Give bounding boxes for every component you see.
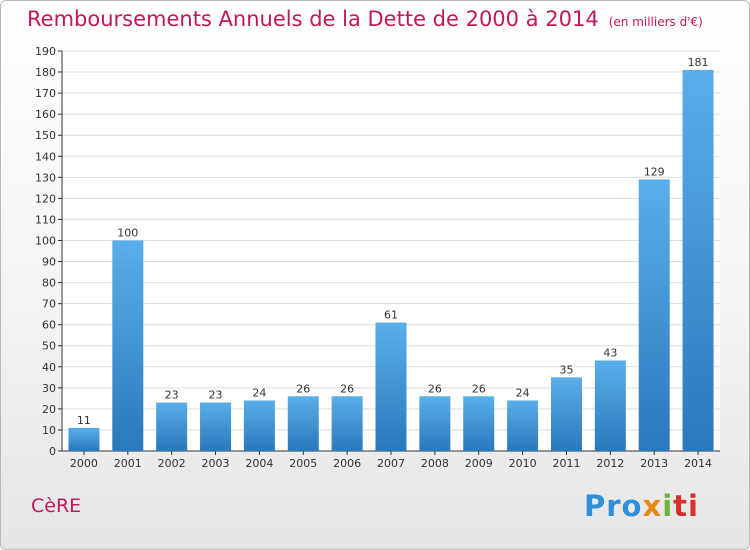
bar [331,396,363,451]
y-tick-label: 110 [35,213,56,226]
bar [68,427,100,451]
y-tick-label: 170 [35,87,56,100]
bar [638,179,670,451]
x-tick-label: 2001 [114,457,142,470]
data-label: 26 [428,382,442,395]
x-tick-label: 2000 [70,457,98,470]
data-label: 11 [77,414,91,427]
y-tick-label: 160 [35,108,56,121]
title-unit: (en milliers d'€) [608,15,703,29]
bar [507,400,539,451]
logo-part-3: i [662,489,674,523]
y-tick-label: 0 [49,445,56,458]
data-label: 24 [252,386,266,399]
y-tick-label: 190 [35,45,56,58]
data-label: 129 [644,165,665,178]
y-tick-label: 70 [42,298,56,311]
y-tick-label: 40 [42,361,56,374]
bar [419,396,451,451]
x-tick-label: 2005 [289,457,317,470]
bar [682,69,714,452]
commune-name: CèRE [31,495,82,517]
x-tick-label: 2012 [596,457,624,470]
y-tick-label: 150 [35,129,56,142]
x-tick-label: 2011 [552,457,580,470]
x-tick-label: 2004 [245,457,273,470]
bar [594,360,626,451]
chart-title: Remboursements Annuels de la Dette de 20… [27,7,703,31]
logo-part-1: Pro [584,489,643,523]
y-tick-label: 90 [42,256,56,269]
bar [463,396,495,451]
data-label: 43 [603,346,617,359]
y-tick-label: 80 [42,277,56,290]
y-tick-label: 60 [42,319,56,332]
x-tick-label: 2009 [465,457,493,470]
y-tick-label: 30 [42,382,56,395]
y-tick-label: 120 [35,192,56,205]
data-label: 23 [209,389,223,402]
x-tick-label: 2007 [377,457,405,470]
bar [200,402,232,451]
data-label: 26 [296,382,310,395]
y-tick-label: 180 [35,66,56,79]
y-tick-label: 130 [35,171,56,184]
x-tick-label: 2014 [684,457,712,470]
x-tick-label: 2003 [202,457,230,470]
bar [243,400,275,451]
logo-part-2: x [642,489,663,523]
data-label: 35 [559,363,573,376]
y-tick-label: 100 [35,234,56,247]
data-label: 100 [117,226,138,239]
x-tick-label: 2008 [421,457,449,470]
proxiti-logo[interactable]: Proxiti [584,489,699,523]
x-tick-label: 2010 [509,457,537,470]
x-tick-label: 2002 [158,457,186,470]
title-text: Remboursements Annuels de la Dette de 20… [27,7,599,31]
data-label: 61 [384,309,398,322]
x-tick-label: 2006 [333,457,361,470]
data-label: 26 [472,382,486,395]
bar [156,402,188,451]
y-tick-label: 50 [42,340,56,353]
data-label: 26 [340,382,354,395]
x-tick-label: 2013 [640,457,668,470]
data-label: 24 [516,386,530,399]
y-tick-label: 140 [35,150,56,163]
bar [550,377,582,451]
y-tick-label: 20 [42,403,56,416]
bar [375,322,407,451]
data-label: 23 [165,389,179,402]
y-tick-label: 10 [42,424,56,437]
bar [112,240,144,451]
bar [287,396,319,451]
logo-part-4: ti [673,489,699,523]
data-label: 181 [688,56,709,69]
